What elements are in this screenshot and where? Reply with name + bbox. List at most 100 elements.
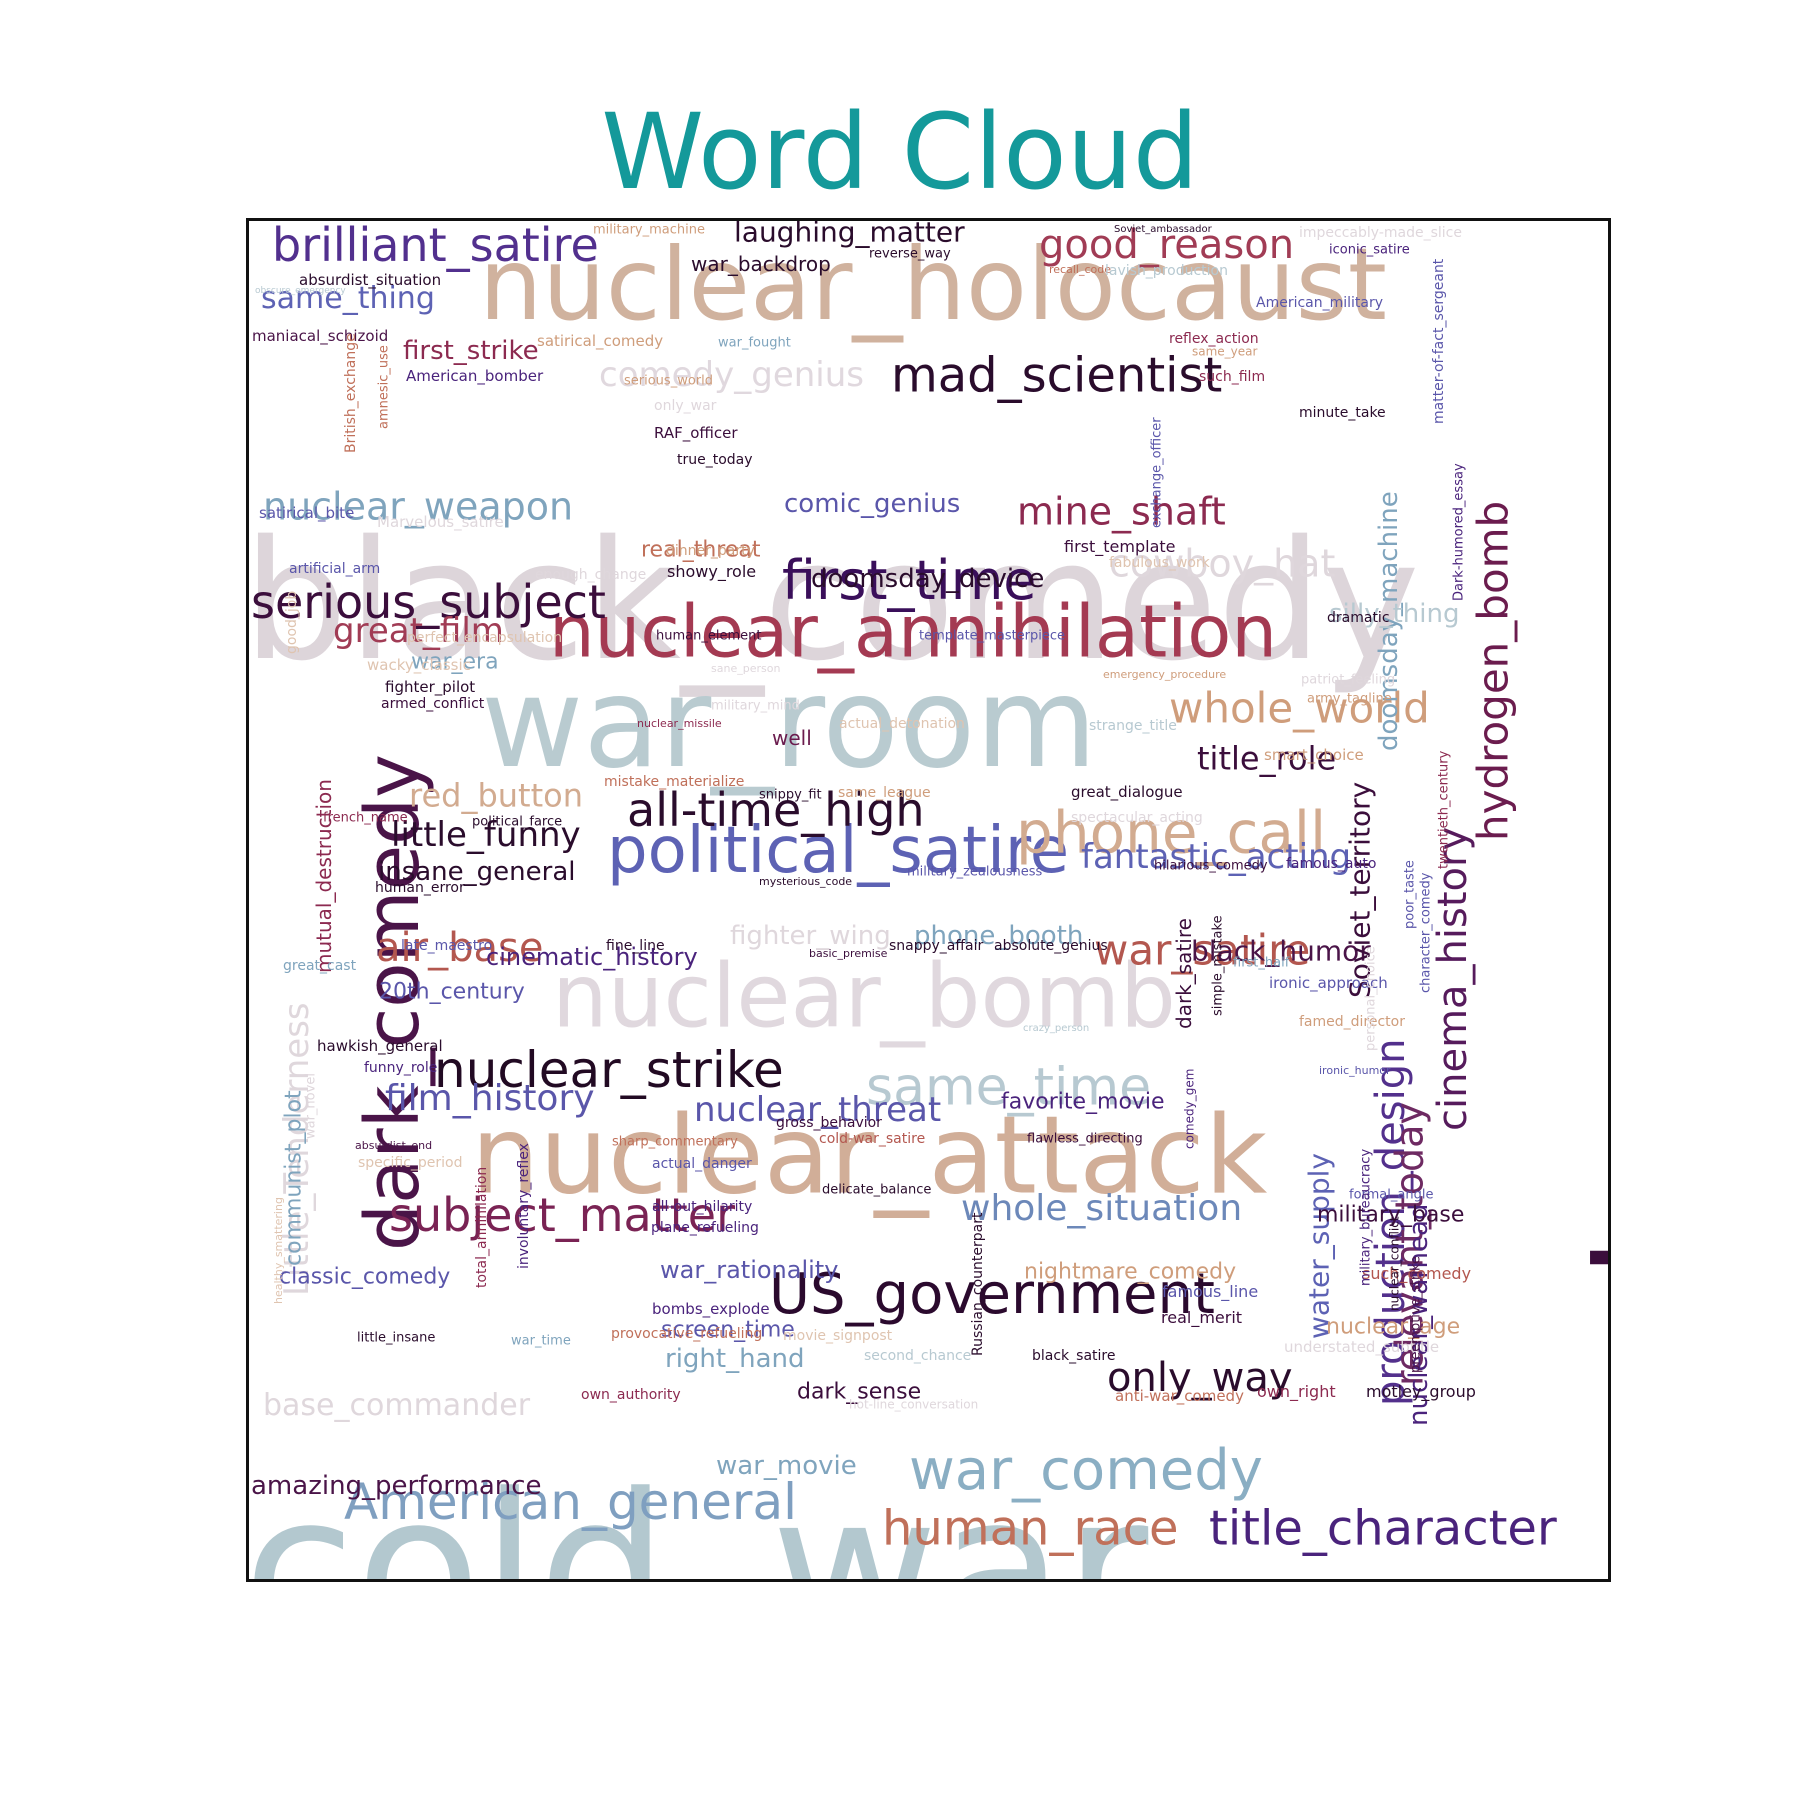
word-movie-signpost: movie_signpost bbox=[783, 1328, 893, 1344]
word-only-war: only_war bbox=[654, 398, 717, 414]
word-right-hand: right_hand bbox=[665, 1344, 804, 1374]
word-iconic-satire: iconic_satire bbox=[1329, 242, 1410, 257]
word-real-merit: real_merit bbox=[1161, 1308, 1242, 1328]
word-actual-danger: actual_danger bbox=[652, 1156, 752, 1172]
word-all-time-high: all-time_high bbox=[627, 783, 925, 837]
word-same-year: same_year bbox=[1192, 345, 1258, 359]
word-involuntary-reflex: involuntary_reflex bbox=[516, 1143, 532, 1269]
word-war-satire: war_satire bbox=[1094, 926, 1310, 975]
word-spectacular-acting: spectacular_acting bbox=[1071, 810, 1203, 826]
word-matter-of-fact-sergeant: matter-of-fact_sergeant bbox=[1431, 258, 1447, 424]
word-mistake-materialize: mistake_materialize bbox=[604, 774, 744, 790]
word-motley-group: motley_group bbox=[1366, 1382, 1476, 1402]
word-nuclear-age: nuclear_age bbox=[1326, 1315, 1460, 1340]
word-british-exchange: British_exchange bbox=[343, 333, 359, 453]
word-simple-mistake: simple_mistake bbox=[1210, 915, 1225, 1016]
word-first-template: first_template bbox=[1064, 537, 1176, 557]
word-dark-humored-essay: Dark-humored_essay bbox=[1451, 463, 1466, 601]
word-actual-detonation: actual_detonation bbox=[839, 716, 965, 732]
word-red-button: red_button bbox=[409, 777, 583, 815]
word-showy-role: showy_role bbox=[667, 562, 756, 582]
word-perfect-encapsulation: perfect_encapsulation bbox=[407, 630, 562, 646]
word-famous-line: famous_line bbox=[1162, 1282, 1258, 1302]
word-cold-war-satire: cold-war_satire bbox=[819, 1131, 925, 1147]
word-war-era: war_era bbox=[411, 650, 499, 675]
word-same-time: same_time bbox=[866, 1058, 1151, 1118]
word-war-time: war_time bbox=[511, 1333, 571, 1348]
word-comedy-genius: comedy_genius bbox=[599, 355, 864, 395]
word-whole-world: whole_world bbox=[1169, 684, 1430, 733]
word-human-element: human_element bbox=[656, 628, 761, 643]
word-great-film: great_film bbox=[333, 611, 504, 651]
word-delicate-balance: delicate_balance bbox=[822, 1182, 931, 1197]
word-nuclear-warhead: nuclear_warhead bbox=[1404, 1204, 1434, 1426]
word-emergency-procedure: emergency_procedure bbox=[1103, 668, 1226, 681]
word-base-commander: base_commander bbox=[263, 1388, 531, 1423]
word-doomsday-device: doomsday_device bbox=[811, 564, 1044, 594]
word-political-satire: political_satire bbox=[607, 814, 1069, 888]
word-healthy-smattering: healthy_smattering bbox=[272, 1197, 285, 1304]
word-fighter-pilot: fighter_pilot bbox=[385, 678, 475, 697]
word-first-time: first_time bbox=[782, 549, 1037, 612]
word-snappy-affair: snappy_affair bbox=[889, 938, 983, 954]
word-little-funny: little_funny bbox=[391, 815, 581, 855]
word-air-base: air_base bbox=[376, 925, 543, 971]
word-reverse-way: reverse_way bbox=[869, 246, 951, 261]
word-comic-genius: comic_genius bbox=[784, 489, 960, 519]
word-plane-refueling: plane_refueling bbox=[651, 1220, 759, 1236]
word-silly-thing: silly_thing bbox=[1329, 599, 1459, 629]
word-war-fought: war_fought bbox=[718, 335, 791, 350]
word-army-tagline: army_tagline bbox=[1307, 691, 1392, 706]
word-whole-situation: whole_situation bbox=[961, 1188, 1242, 1229]
word-cowboy-hat: cowboy_hat bbox=[1109, 541, 1335, 585]
word-artificial-arm: artificial_arm bbox=[289, 561, 380, 577]
word-good-job: good_job bbox=[284, 591, 300, 654]
word-war-comedy: war_comedy bbox=[909, 1438, 1263, 1503]
word-obscure-emergency: obscure_emergency bbox=[255, 286, 346, 296]
word-personal-choice: personal_choice bbox=[1363, 946, 1378, 1051]
word-relevant-today: relevant_today bbox=[1387, 1102, 1431, 1386]
word-bombs-explode: bombs_explode bbox=[652, 1300, 770, 1319]
word-laughing-matter: laughing_matter bbox=[734, 221, 965, 248]
word-ironic-humor: ironic_humor bbox=[1319, 1064, 1391, 1077]
word-dark-comedy: dark_comedy bbox=[350, 754, 436, 1251]
word-mine-shaft: mine_shaft bbox=[1017, 489, 1226, 533]
word-provocative-refueling: provocative_refueling bbox=[611, 1326, 762, 1342]
word-exchange-officer: exchange_officer bbox=[1149, 417, 1164, 528]
word-serious-world: serious_world bbox=[624, 373, 713, 388]
word-own-authority: own_authority bbox=[581, 1387, 681, 1403]
word-american-military: American_military bbox=[1256, 295, 1383, 311]
word-armed-conflict: armed_conflict bbox=[381, 696, 485, 712]
word-only-way: only_way bbox=[1107, 1355, 1293, 1401]
word-subject-matter: subject_matter bbox=[389, 1188, 735, 1242]
word-well: well bbox=[772, 726, 812, 750]
word-minute-take: minute_take bbox=[1299, 405, 1386, 421]
word-dramatic: dramatic bbox=[1327, 610, 1390, 626]
word-same-thing: same_thing bbox=[261, 281, 435, 316]
word-such-film: such_film bbox=[1199, 369, 1265, 385]
word-fabulous-work: fabulous_work bbox=[1109, 555, 1211, 571]
word-dark-satire: dark_satire bbox=[1172, 918, 1196, 1029]
word-nuclear-conflict: nuclear_conflict bbox=[1388, 1216, 1402, 1311]
word-title-character: title_character bbox=[1209, 1500, 1557, 1556]
word-late-maestro: late_maestro bbox=[401, 938, 492, 954]
word-satirical-bite: satirical_bite bbox=[259, 504, 354, 523]
word-american-bomber: American_bomber bbox=[406, 367, 544, 386]
word-nuclear-holocaust: nuclear_holocaust bbox=[479, 226, 1387, 343]
word-soviet-ambassador: Soviet_ambassador bbox=[1114, 224, 1213, 235]
word-cinema-history: cinema_history bbox=[1430, 827, 1476, 1131]
word-satirical-comedy: satirical_comedy bbox=[537, 332, 663, 351]
word-absurdist-end: absurdist_end bbox=[355, 1139, 432, 1152]
word-impeccably-made-slice: impeccably-made_slice bbox=[1299, 225, 1462, 241]
word-black-comedy: black_comedy bbox=[249, 505, 1420, 697]
word-smart-choice: smart_choice bbox=[1264, 746, 1364, 765]
word-political-farce: political_farce bbox=[472, 814, 562, 829]
word-absolute-genius: absolute_genius bbox=[994, 938, 1108, 954]
word-classic-comedy: classic_comedy bbox=[279, 1265, 450, 1290]
word-fantastic-acting: fantastic_acting bbox=[1081, 837, 1351, 877]
word-war-novel: war_novel bbox=[303, 1073, 318, 1139]
word-real-threat: real_threat bbox=[641, 538, 761, 563]
word-sane-person: sane_person bbox=[711, 662, 780, 675]
word-lavish-production: lavish_production bbox=[1105, 263, 1228, 279]
word-french-name: french_name bbox=[323, 810, 408, 825]
